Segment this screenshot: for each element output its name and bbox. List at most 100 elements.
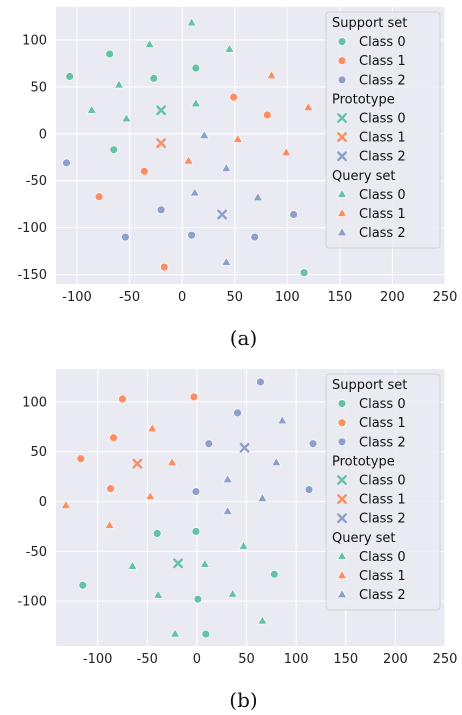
x-point-class-2 bbox=[217, 209, 228, 220]
chart-panel-1: -100 -50 0 50 100 150 200 250 -100 -50 0 50 100 Suppo… bbox=[17, 369, 457, 712]
circle-point-class-0 bbox=[65, 72, 74, 81]
legend-triangle-icon bbox=[336, 188, 348, 198]
legend-triangle-icon bbox=[336, 227, 348, 236]
circle-point-class-1 bbox=[140, 167, 149, 176]
x-tick-label: 100 bbox=[275, 290, 300, 305]
legend-x-icon bbox=[337, 513, 347, 524]
legend-group-title: Prototype bbox=[332, 454, 395, 469]
triangle-point-class-1 bbox=[266, 70, 277, 79]
circle-point-class-2 bbox=[233, 408, 242, 418]
triangle-point-class-1 bbox=[232, 133, 243, 143]
legend: Support set Class 0 Class 1 Class 2 Prototyp… bbox=[325, 11, 441, 249]
y-tick-label: 50 bbox=[30, 445, 47, 460]
x-tick-label: 50 bbox=[226, 290, 243, 305]
y-tick-label: -150 bbox=[17, 268, 47, 283]
triangle-point-class-0 bbox=[227, 588, 238, 598]
triangle-point-class-0 bbox=[170, 628, 181, 638]
circle-point-class-0 bbox=[78, 581, 87, 590]
triangle-point-class-2 bbox=[221, 163, 232, 172]
triangle-point-class-2 bbox=[257, 493, 268, 502]
legend-x-icon bbox=[337, 494, 347, 505]
circle-point-class-1 bbox=[109, 433, 118, 442]
legend-entry: Class 2 bbox=[359, 512, 406, 527]
triangle-point-class-2 bbox=[252, 192, 263, 201]
circle-point-class-0 bbox=[153, 529, 162, 538]
legend-entry: Class 1 bbox=[359, 416, 406, 431]
triangle-point-class-2 bbox=[189, 187, 200, 197]
panel-caption: (b) bbox=[229, 688, 257, 712]
x-tick-label: 100 bbox=[284, 652, 309, 667]
triangle-point-class-2 bbox=[221, 256, 232, 266]
triangle-point-class-1 bbox=[145, 491, 156, 500]
x-tick-label: -50 bbox=[119, 290, 140, 305]
circle-point-class-0 bbox=[193, 594, 203, 604]
legend-entry: Class 0 bbox=[359, 35, 406, 50]
circle-point-class-2 bbox=[204, 439, 214, 448]
triangle-point-class-1 bbox=[104, 519, 115, 529]
legend-entry: Class 0 bbox=[359, 550, 406, 565]
triangle-point-class-0 bbox=[199, 558, 210, 568]
legend-entry: Class 2 bbox=[359, 73, 406, 88]
circle-point-class-0 bbox=[149, 74, 158, 83]
circle-point-class-0 bbox=[109, 145, 119, 154]
panel-caption: (a) bbox=[230, 326, 258, 350]
legend-box bbox=[325, 11, 441, 249]
triangle-point-class-2 bbox=[199, 130, 210, 139]
triangle-point-class-1 bbox=[167, 457, 178, 466]
x-point-class-0 bbox=[173, 558, 183, 569]
y-tick-label: 0 bbox=[39, 127, 47, 142]
legend-entry: Class 1 bbox=[359, 493, 406, 508]
x-tick-label: 0 bbox=[178, 290, 186, 305]
x-tick-label: 200 bbox=[380, 290, 405, 305]
legend-circle-icon bbox=[337, 437, 347, 446]
legend-entry: Class 0 bbox=[359, 474, 406, 489]
circle-point-class-1 bbox=[160, 262, 169, 272]
legend-circle-icon bbox=[337, 399, 347, 408]
triangle-point-class-1 bbox=[60, 500, 71, 509]
chart-panel-0: -100 -50 0 50 100 150 200 250 -150 -100 -50 0 50 100 S… bbox=[17, 7, 457, 350]
triangle-point-class-0 bbox=[144, 39, 155, 48]
circle-point-class-0 bbox=[270, 570, 279, 579]
legend-entry: Class 2 bbox=[359, 150, 406, 165]
circle-point-class-2 bbox=[289, 210, 298, 219]
legend: Support set Class 0 Class 1 Class 2 Prototyp… bbox=[325, 373, 441, 611]
triangle-point-class-0 bbox=[114, 79, 125, 89]
legend-circle-icon bbox=[337, 56, 347, 65]
circle-point-class-2 bbox=[156, 205, 166, 215]
triangle-point-class-1 bbox=[303, 101, 314, 111]
legend-entry: Class 2 bbox=[359, 226, 406, 241]
legend-x-icon bbox=[337, 151, 347, 162]
circle-point-class-2 bbox=[256, 377, 265, 387]
y-tick-label: 100 bbox=[22, 33, 47, 48]
triangle-point-class-0 bbox=[86, 104, 97, 114]
triangle-point-class-2 bbox=[222, 474, 233, 483]
legend-entry: Class 0 bbox=[359, 397, 406, 412]
circle-point-class-1 bbox=[263, 110, 272, 120]
circle-point-class-1 bbox=[94, 192, 104, 201]
y-tick-label: 50 bbox=[30, 80, 47, 95]
legend-entry: Class 1 bbox=[359, 54, 406, 69]
x-tick-label: 50 bbox=[238, 652, 255, 667]
circle-point-class-2 bbox=[304, 485, 314, 494]
legend-triangle-icon bbox=[336, 550, 348, 560]
legend-entry: Class 0 bbox=[359, 112, 406, 127]
legend-group-title: Query set bbox=[332, 169, 396, 184]
x-tick-label: 200 bbox=[383, 652, 408, 667]
y-tick-label: 0 bbox=[39, 495, 47, 510]
circle-point-class-1 bbox=[106, 484, 115, 493]
triangle-point-class-1 bbox=[147, 423, 158, 433]
legend-group-title: Query set bbox=[332, 531, 396, 546]
triangle-point-class-1 bbox=[183, 155, 194, 165]
x-tick-label: 250 bbox=[433, 652, 458, 667]
legend-triangle-icon bbox=[336, 589, 348, 598]
legend-triangle-icon bbox=[336, 570, 348, 579]
legend-box bbox=[325, 373, 441, 611]
circle-point-class-1 bbox=[189, 392, 199, 402]
circle-point-class-2 bbox=[308, 439, 318, 448]
x-point-class-1 bbox=[132, 458, 143, 469]
circle-point-class-0 bbox=[105, 49, 114, 59]
legend-entry: Class 2 bbox=[359, 588, 406, 603]
circle-point-class-0 bbox=[201, 629, 211, 639]
legend-triangle-icon bbox=[336, 208, 348, 217]
